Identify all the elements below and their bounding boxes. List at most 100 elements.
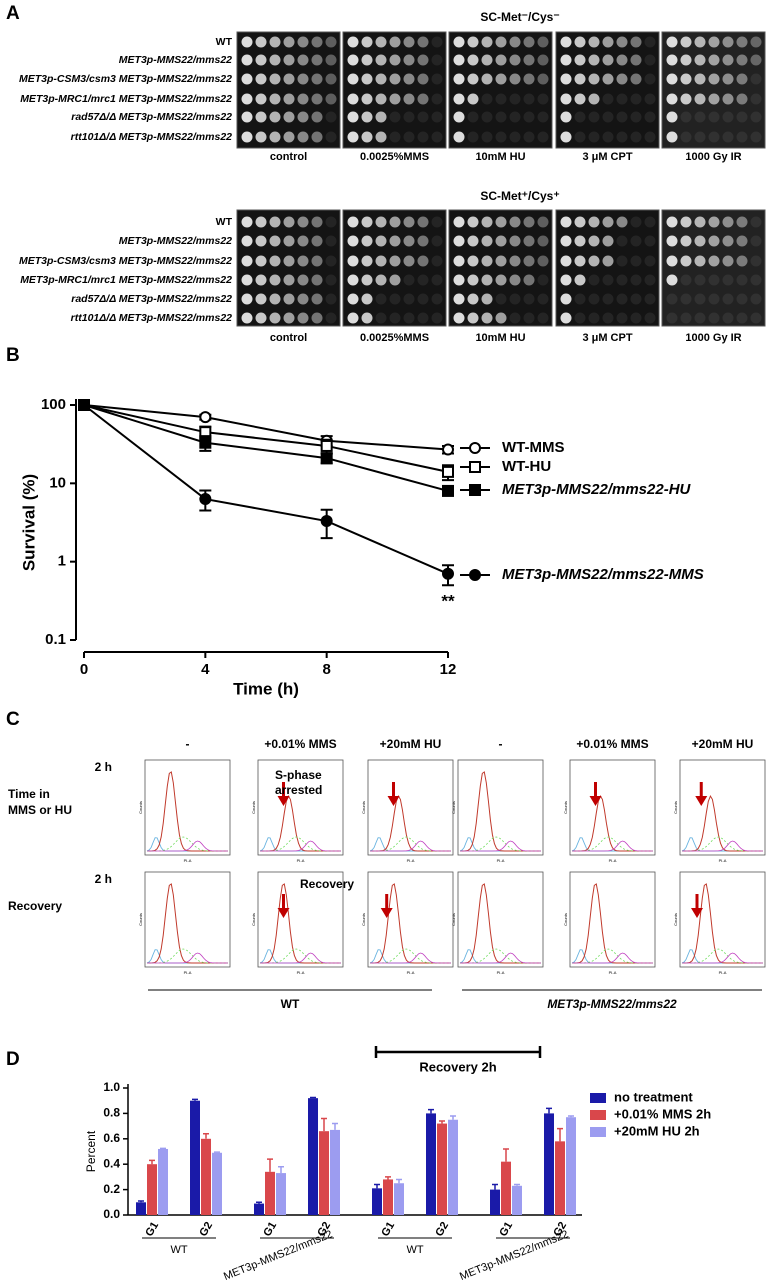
spot [269, 216, 281, 228]
spot [736, 312, 748, 324]
spot [560, 36, 572, 48]
spot [722, 255, 734, 267]
spot [708, 36, 720, 48]
spot [255, 255, 267, 267]
spot [666, 93, 678, 105]
annotation: ** [441, 591, 455, 610]
histogram-curve [260, 840, 341, 852]
axis-label: Counts [251, 801, 256, 814]
spot [467, 312, 479, 324]
spot [588, 36, 600, 48]
spot [750, 274, 762, 286]
spot [666, 131, 678, 143]
spot [297, 111, 309, 123]
arrow-head [691, 908, 703, 918]
spot [602, 312, 614, 324]
spot [722, 293, 734, 305]
spot [311, 235, 323, 247]
marker [320, 515, 333, 528]
spot [602, 293, 614, 305]
spot [431, 216, 443, 228]
condition-label: 3 μM CPT [582, 151, 632, 163]
spot [467, 274, 479, 286]
spot [375, 274, 387, 286]
spot [588, 73, 600, 85]
bar [201, 1138, 211, 1215]
spot [694, 235, 706, 247]
spot [537, 216, 549, 228]
spot [588, 235, 600, 247]
spot [297, 54, 309, 66]
spot [574, 111, 586, 123]
bar [319, 1131, 329, 1215]
spot [560, 93, 572, 105]
y-axis-title: Percent [84, 1130, 98, 1172]
spot [453, 111, 465, 123]
spot [325, 131, 337, 143]
spot [347, 255, 359, 267]
spot [523, 235, 535, 247]
spot [283, 216, 295, 228]
histogram-curve [370, 952, 451, 964]
error-bar [514, 1183, 520, 1186]
spot [269, 293, 281, 305]
spot [616, 274, 628, 286]
bar [512, 1185, 522, 1215]
spot [269, 54, 281, 66]
spot [523, 36, 535, 48]
marker [320, 439, 333, 452]
row-label: Time in [8, 787, 50, 801]
spot [694, 73, 706, 85]
spot [644, 36, 656, 48]
spot [431, 54, 443, 66]
bar [544, 1113, 554, 1215]
spot [417, 274, 429, 286]
spot [311, 312, 323, 324]
strain-label: rad57Δ/Δ MET3p-MMS22/mms22 [71, 111, 232, 123]
spot [616, 93, 628, 105]
histogram-frame [367, 759, 454, 856]
spot [509, 255, 521, 267]
spot [736, 274, 748, 286]
histogram-frame [144, 871, 231, 968]
spot [666, 216, 678, 228]
spot [467, 255, 479, 267]
axis-label: Counts [361, 913, 366, 926]
spot [708, 73, 720, 85]
axis-label: PI-A [497, 858, 505, 863]
group-label: MET3p-MMS22/mms22 [222, 1228, 334, 1281]
spot [255, 111, 267, 123]
spot [574, 293, 586, 305]
histogram-frame [679, 871, 766, 968]
spot [630, 293, 642, 305]
spot [602, 93, 614, 105]
plate-image [236, 209, 341, 327]
spot [537, 111, 549, 123]
spot [269, 312, 281, 324]
error-bar [439, 1120, 445, 1124]
strain-label: MET3p-MMS22/mms22 [119, 235, 232, 247]
error-bar [546, 1107, 552, 1114]
spot [361, 216, 373, 228]
spot [574, 216, 586, 228]
condition-label: control [270, 332, 307, 344]
spot [283, 255, 295, 267]
spot [588, 54, 600, 66]
spot [403, 111, 415, 123]
spot [666, 73, 678, 85]
spot [722, 216, 734, 228]
error-bar [557, 1127, 563, 1142]
error-bar [192, 1098, 198, 1101]
spot [255, 216, 267, 228]
axis-label: PI-A [719, 858, 727, 863]
spot [311, 255, 323, 267]
spot [347, 54, 359, 66]
spot [403, 235, 415, 247]
spot [255, 235, 267, 247]
spot [375, 235, 387, 247]
error-bar [138, 1200, 144, 1203]
axis-label: PI-A [719, 970, 727, 975]
series-line [83, 404, 449, 473]
annotation: Recovery 2h [419, 1059, 496, 1074]
